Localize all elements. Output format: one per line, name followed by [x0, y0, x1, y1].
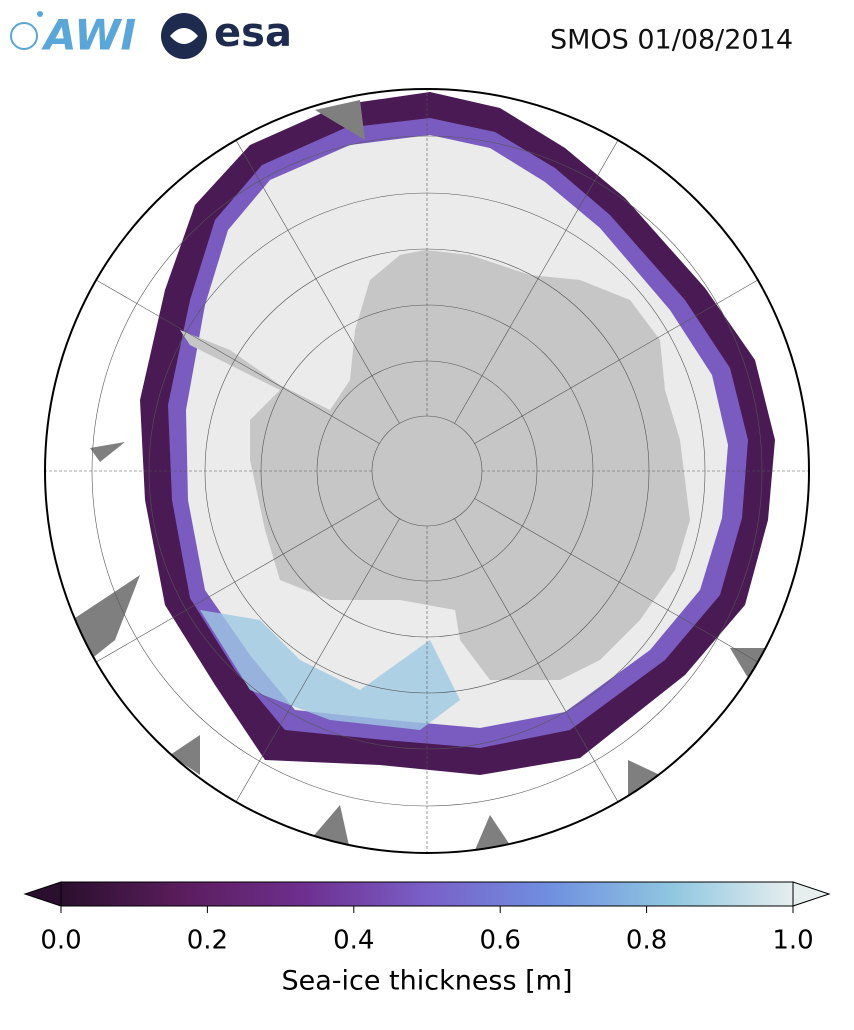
map-frame — [44, 88, 810, 854]
meridian — [96, 279, 380, 444]
colorbar-tick-label: 1.0 — [772, 926, 813, 956]
meridian — [454, 518, 619, 802]
graticule — [45, 89, 809, 853]
meridian — [474, 498, 758, 663]
esa-logo: esa — [161, 10, 292, 59]
colorbar-extend-high — [792, 881, 831, 907]
map-title: SMOS 01/08/2014 — [550, 25, 793, 56]
awi-logo: AWI — [10, 11, 136, 60]
colorbar-tick-label: 0.2 — [187, 926, 228, 956]
colorbar-tick-label: 0.0 — [40, 926, 81, 956]
meridian — [235, 518, 400, 802]
colorbar-tick-label: 0.4 — [333, 926, 374, 956]
colorbar-label: Sea-ice thickness [m] — [281, 966, 572, 997]
awi-text: AWI — [41, 11, 136, 60]
meridian — [96, 498, 380, 663]
map — [45, 89, 809, 853]
esa-text: esa — [214, 10, 292, 56]
thick-ice-patch — [200, 610, 460, 730]
colorbar: Sea-ice thickness [m] 0.0 0.2 0.4 0.6 0.8 1.0 — [23, 881, 831, 997]
meridian — [454, 140, 619, 424]
colorbar-tick-label: 0.8 — [626, 926, 667, 956]
meridian — [474, 279, 758, 444]
colorbar-gradient — [60, 881, 794, 907]
antarctica — [180, 250, 690, 680]
meridian — [235, 140, 400, 424]
colorbar-extend-low — [23, 881, 62, 907]
colorbar-tick-label: 0.6 — [480, 926, 521, 956]
